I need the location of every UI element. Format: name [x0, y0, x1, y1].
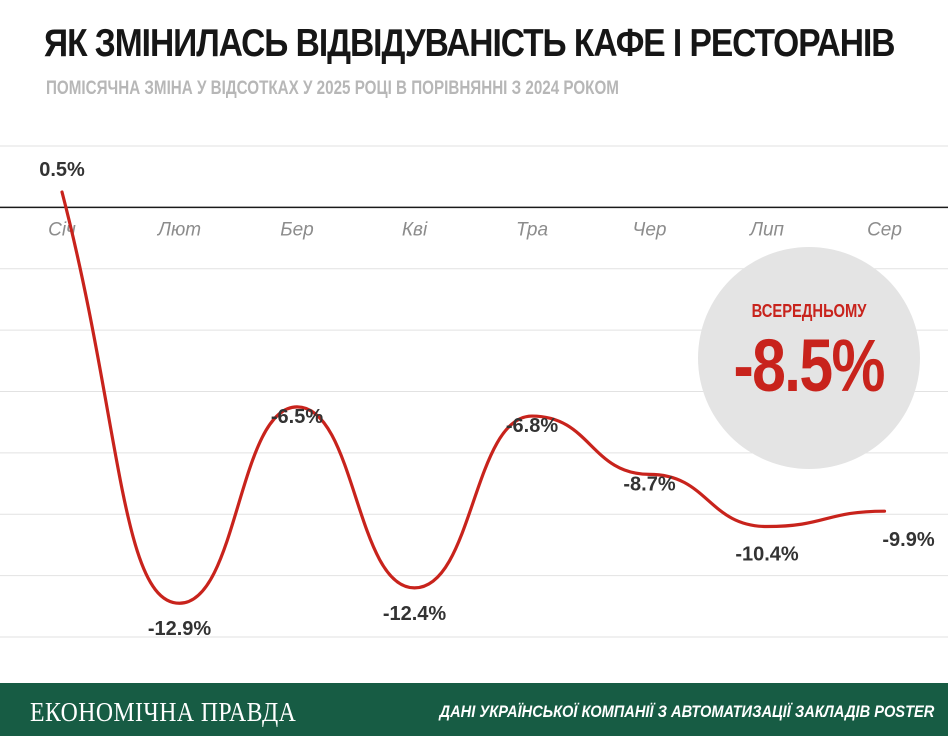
chart-subtitle: ПОМІСЯЧНА ЗМІНА У ВІДСОТКАХ У 2025 РОЦІ … [46, 78, 619, 99]
x-tick-label: Лют [156, 219, 201, 240]
data-label: -6.5% [271, 406, 323, 428]
data-label: -12.9% [148, 618, 212, 640]
average-label: ВСЕРЕДНЬОМУ [751, 301, 867, 321]
footer-bar: ЕКОНОМІЧНА ПРАВДА ДАНІ УКРАЇНСЬКОЇ КОМПА… [0, 683, 948, 736]
x-tick-label: Чер [633, 219, 667, 240]
data-label: -9.9% [882, 529, 934, 551]
brand-logo: ЕКОНОМІЧНА ПРАВДА [30, 697, 297, 727]
line-chart: Січ Лют Бер Кві Тра Чер Лип Сер0.5%-12.9%-6.5%-… [0, 145, 948, 640]
x-tick-label: Тра [516, 219, 548, 240]
chart-title: ЯК ЗМІНИЛАСЬ ВІДВІДУВАНІСТЬ КАФЕ І РЕСТО… [44, 22, 896, 65]
x-tick-label: Бер [280, 219, 314, 240]
series-line [60, 190, 887, 605]
x-tick-label: Кві [402, 219, 428, 240]
x-tick-label: Сер [867, 219, 902, 240]
data-label: 0.5% [39, 159, 85, 181]
data-label: -6.8% [506, 415, 558, 437]
average-value: -8.5% [733, 324, 886, 407]
data-label: -10.4% [735, 544, 799, 566]
source-note: ДАНІ УКРАЇНСЬКОЇ КОМПАНІЇ З АВТОМАТИЗАЦІ… [439, 702, 934, 721]
data-label: -8.7% [623, 473, 675, 495]
x-tick-label: Лип [748, 219, 785, 240]
data-label: -12.4% [383, 603, 447, 625]
average-badge: ВСЕРЕДНЬОМУ -8.5% [698, 247, 920, 469]
